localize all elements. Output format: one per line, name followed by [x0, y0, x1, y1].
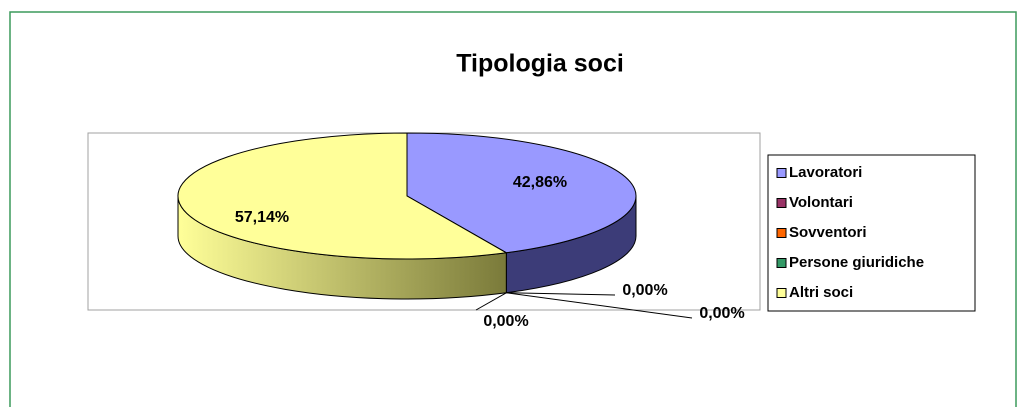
leader-line: [506, 292, 616, 296]
chart-title: Tipologia soci: [456, 50, 624, 78]
data-label: 0,00%: [622, 282, 667, 299]
data-label: 42,86%: [513, 174, 567, 191]
pie: 42,86% 0,00% 0,00% 0,00% 57,14%: [177, 132, 745, 330]
legend-swatch: [776, 228, 787, 238]
data-label: 0,00%: [483, 313, 528, 330]
data-label: 0,00%: [699, 305, 744, 322]
data-label: 57,14%: [235, 209, 289, 226]
legend-label: Lavoratori: [789, 164, 862, 181]
legend-swatch: [776, 258, 787, 268]
legend-label: Sovventori: [789, 224, 867, 241]
legend-swatch: [776, 288, 787, 298]
legend-label: Altri soci: [789, 284, 853, 301]
pie-slice: [177, 132, 508, 260]
legend-swatch: [776, 168, 787, 178]
legend-items: Lavoratori Volontari Sovventori Persone giu…: [776, 164, 924, 301]
legend-label: Persone giuridiche: [789, 254, 924, 271]
leader-line: [506, 292, 693, 319]
leader-line: [475, 292, 507, 311]
legend-label: Volontari: [789, 194, 853, 211]
legend: [767, 154, 976, 312]
legend-swatch: [776, 198, 787, 208]
pie-slice: [406, 132, 637, 254]
